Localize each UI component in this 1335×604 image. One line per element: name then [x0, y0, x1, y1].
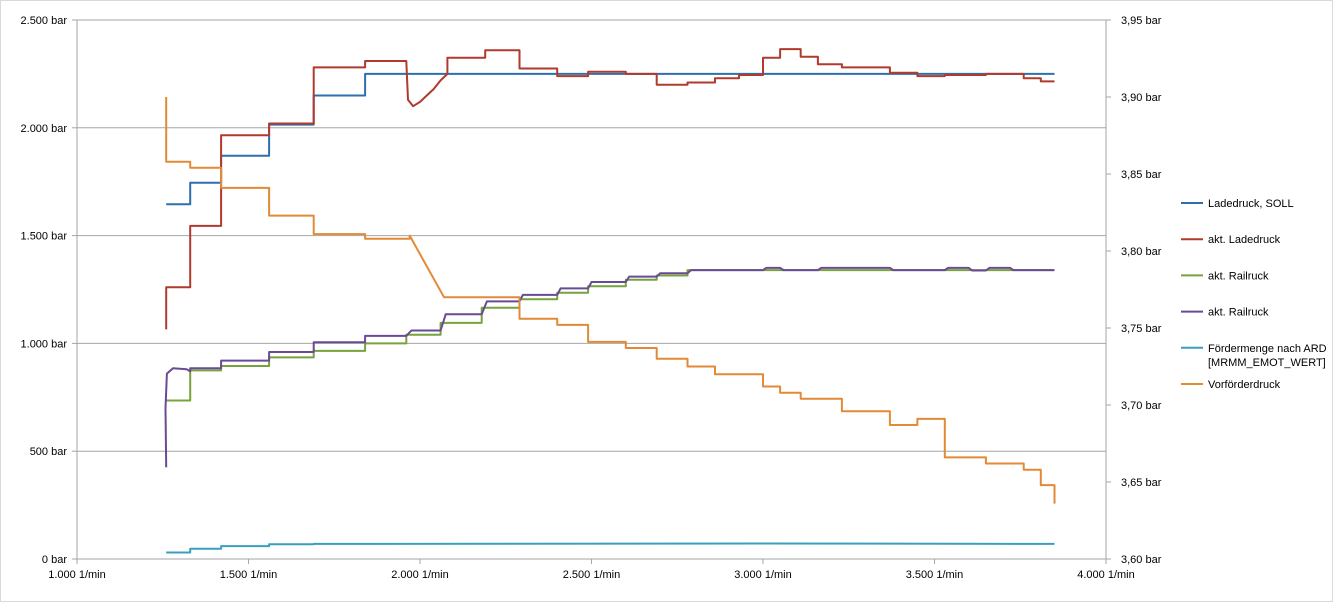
x-tick-label: 2.000 1/min	[391, 569, 448, 581]
series-line-3	[166, 269, 1055, 402]
legend-label: Vorförderdruck	[1208, 379, 1281, 391]
gridlines	[77, 19, 1106, 452]
x-tick-labels: 1.000 1/min 1.500 1/min 2.000 1/min 2.500 1…	[48, 569, 1134, 581]
series-line-5	[166, 542, 1055, 554]
series-line-6	[165, 97, 1056, 504]
x-tick-label: 2.500 1/min	[563, 569, 620, 581]
legend-label: akt. Railruck	[1208, 307, 1269, 319]
y2-tick-label: 3,65 bar	[1121, 477, 1162, 489]
series-layer	[164, 48, 1056, 554]
x-tick-label: 3.500 1/min	[906, 569, 963, 581]
x-tick-label: 1.000 1/min	[48, 569, 105, 581]
y-tick-label: 500 bar	[30, 446, 68, 458]
legend-label: akt. Railruck	[1208, 270, 1269, 282]
y2-tick-label: 3,95 bar	[1121, 15, 1162, 27]
y-tick-label: 1.500 bar	[21, 231, 68, 243]
series-line-2	[165, 48, 1055, 330]
y2-tick-label: 3,60 bar	[1121, 554, 1162, 566]
x-tick-label: 3.000 1/min	[734, 569, 791, 581]
y2-tick-label: 3,85 bar	[1121, 169, 1162, 181]
series-line-4	[164, 266, 1055, 468]
y-tick-label: 0 bar	[42, 554, 67, 566]
axes	[72, 19, 1111, 564]
y2-tick-label: 3,75 bar	[1121, 323, 1162, 335]
series-line-1	[166, 72, 1055, 206]
legend-label: akt. Ladedruck	[1208, 234, 1281, 246]
y-tick-label: 2.500 bar	[21, 15, 68, 27]
legend-label: [MRMM_EMOT_WERT]	[1208, 357, 1326, 369]
x-tick-label: 1.500 1/min	[220, 569, 277, 581]
legend-label: Fördermenge nach ARD	[1208, 343, 1327, 355]
y2-tick-labels: 3,60 bar 3,65 bar 3,70 bar 3,75 bar 3,80 bar…	[1121, 15, 1162, 566]
x-tick-label: 4.000 1/min	[1077, 569, 1134, 581]
y-tick-labels: 0 bar 500 bar 1.000 bar 1.500 bar 2.000 bar 2…	[21, 15, 68, 566]
legend: Ladedruck, SOLL akt. Ladedruck akt. Railru…	[1181, 198, 1327, 391]
y2-tick-label: 3,90 bar	[1121, 92, 1162, 104]
y2-tick-label: 3,80 bar	[1121, 246, 1162, 258]
legend-label: Ladedruck, SOLL	[1208, 198, 1294, 210]
y-tick-label: 2.000 bar	[21, 123, 68, 135]
y2-tick-label: 3,70 bar	[1121, 400, 1162, 412]
y-tick-label: 1.000 bar	[21, 338, 68, 350]
